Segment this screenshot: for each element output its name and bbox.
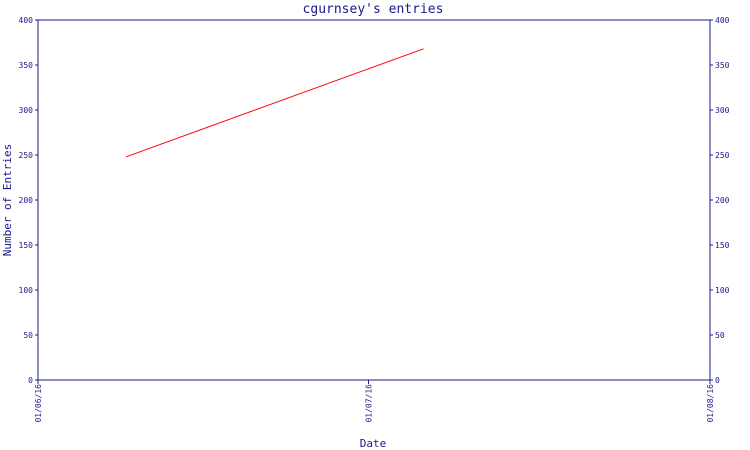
y-tick-left-label: 50 (23, 331, 33, 340)
x-axis-label: Date (360, 437, 387, 450)
x-tick-label: 01/08/16 (706, 384, 715, 423)
plot-frame (37, 19, 711, 381)
y-tick-right-label: 350 (715, 61, 730, 70)
y-tick-left-label: 200 (19, 196, 34, 205)
y-tick-left-label: 150 (19, 241, 34, 250)
series-line (125, 48, 424, 158)
x-tick-label: 01/07/16 (364, 384, 373, 423)
x-tick-label: 01/06/16 (34, 384, 43, 423)
y-tick-left-label: 350 (19, 61, 34, 70)
y-tick-right-label: 0 (715, 376, 720, 385)
y-tick-left-label: 100 (19, 286, 34, 295)
y-tick-left-label: 250 (19, 151, 34, 160)
y-tick-right-label: 50 (715, 331, 725, 340)
y-axis-label: Number of Entries (1, 144, 14, 257)
y-tick-right-label: 400 (715, 16, 730, 25)
y-tick-left-label: 0 (28, 376, 33, 385)
y-tick-left-label: 400 (19, 16, 34, 25)
y-tick-right-label: 100 (715, 286, 730, 295)
y-tick-right-label: 150 (715, 241, 730, 250)
y-tick-right-label: 200 (715, 196, 730, 205)
y-axis-left-ticks: 0 50 100 150 200 250 300 350 400 (19, 16, 38, 385)
y-axis-right-ticks: 0 50 100 150 200 250 300 350 400 (710, 16, 730, 385)
series-layer (125, 48, 424, 158)
y-tick-left-label: 300 (19, 106, 34, 115)
chart-title: cgurnsey's entries (303, 2, 444, 17)
y-tick-right-label: 300 (715, 106, 730, 115)
x-axis-ticks: 01/06/16 01/07/16 01/08/16 (34, 380, 715, 423)
y-tick-right-label: 250 (715, 151, 730, 160)
